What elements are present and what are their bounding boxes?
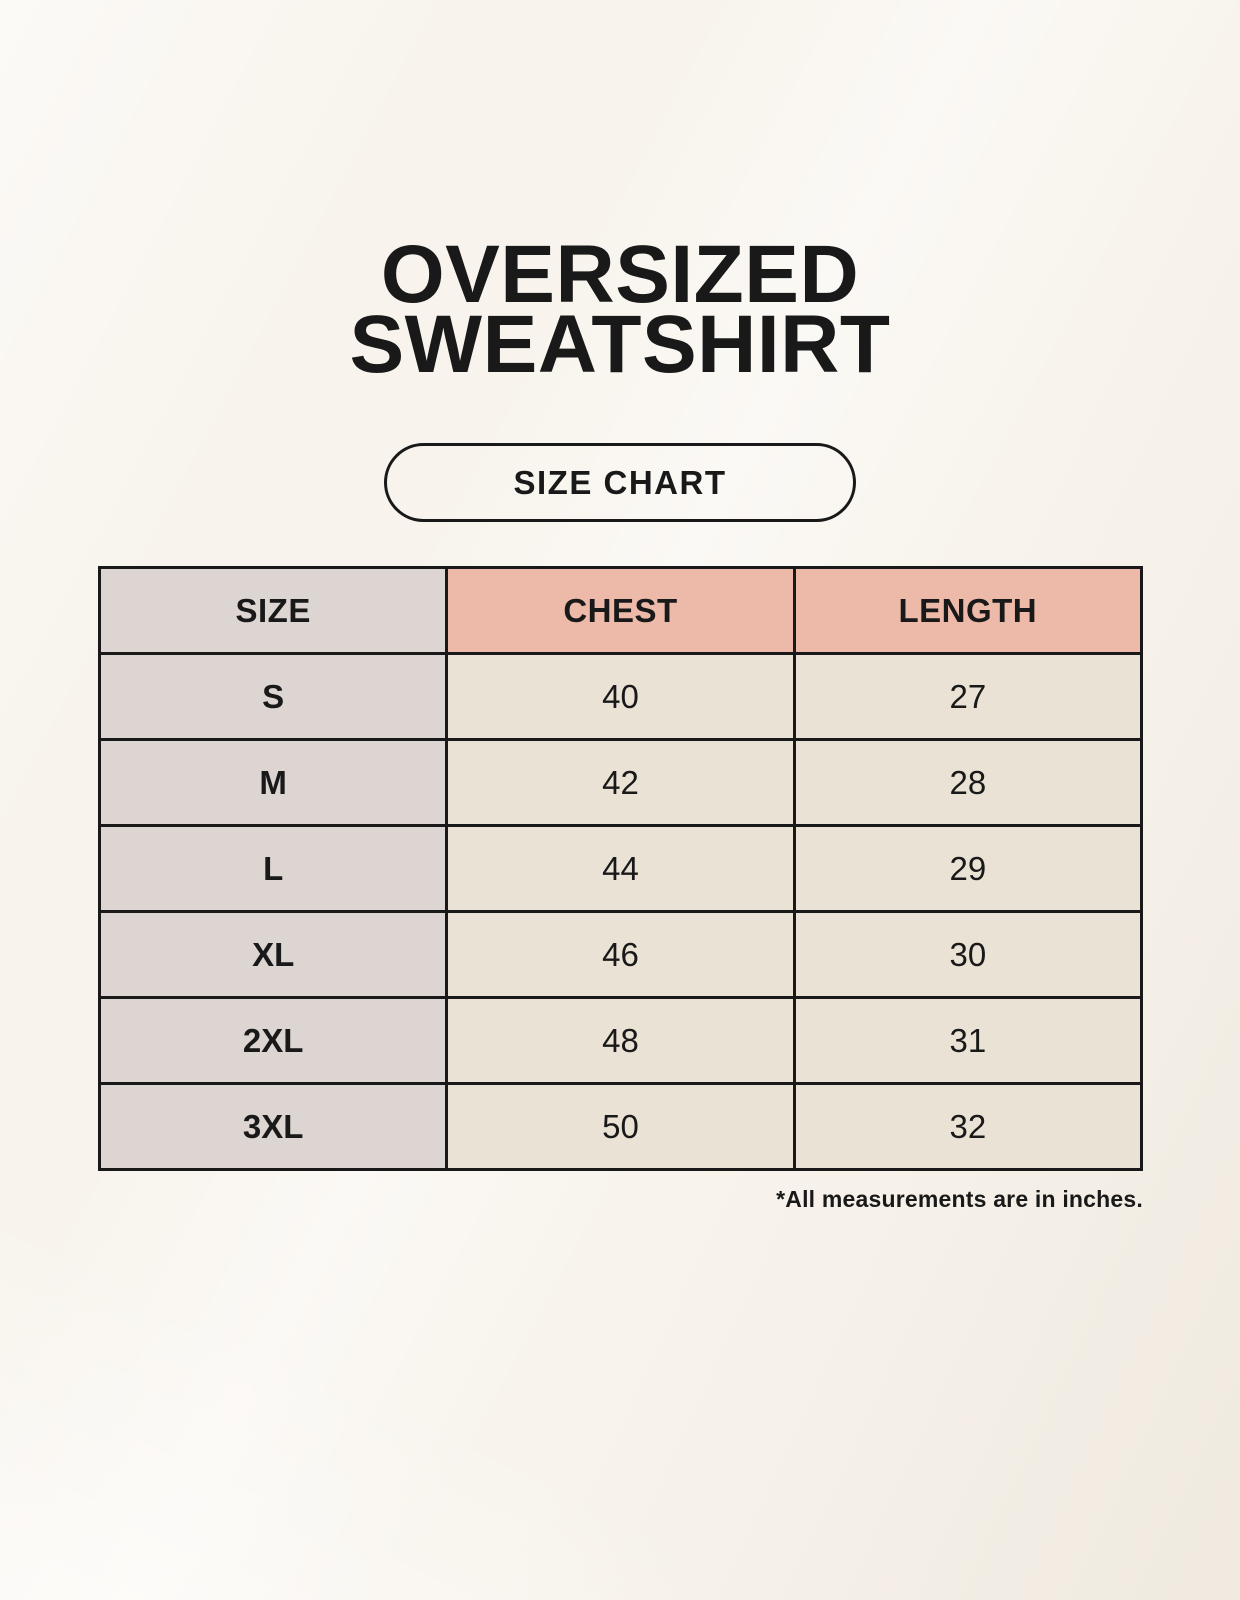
size-cell: S: [97, 652, 449, 741]
chest-cell: 46: [445, 910, 796, 999]
measurements-note: *All measurements are in inches.: [776, 1186, 1143, 1212]
table-row: M 42 28: [97, 738, 1144, 827]
chest-cell: 42: [445, 738, 796, 827]
size-chart-button-label: SIZE CHART: [513, 463, 727, 501]
chest-cell: 44: [445, 824, 796, 913]
length-cell: 29: [792, 824, 1144, 913]
size-cell: 2XL: [97, 996, 449, 1085]
chest-cell: 48: [445, 996, 796, 1085]
size-cell: M: [97, 738, 449, 827]
table-row: XL 46 30: [97, 910, 1144, 999]
col-header-size: SIZE: [97, 566, 449, 655]
col-header-length: LENGTH: [792, 566, 1144, 655]
length-cell: 27: [792, 652, 1144, 741]
size-cell: 3XL: [97, 1082, 449, 1171]
page-title: OVERSIZED SWEATSHIRT: [0, 229, 1240, 390]
chest-cell: 40: [445, 652, 796, 741]
size-cell: XL: [97, 910, 449, 999]
size-table-body: S 40 27 M 42 28 L 44 29 XL 46 30 2XL 48: [97, 652, 1144, 1171]
size-table-header: SIZE CHEST LENGTH: [97, 566, 1144, 655]
length-cell: 31: [792, 996, 1144, 1085]
size-table: SIZE CHEST LENGTH S 40 27 M 42 28 L 44 2…: [97, 566, 1144, 1171]
col-header-chest: CHEST: [445, 566, 796, 655]
chest-cell: 50: [445, 1082, 796, 1171]
table-row: 2XL 48 31: [97, 996, 1144, 1085]
length-cell: 32: [792, 1082, 1144, 1171]
table-row: L 44 29: [97, 824, 1144, 913]
header-row: SIZE CHEST LENGTH: [97, 566, 1144, 655]
size-cell: L: [97, 824, 449, 913]
table-row: S 40 27: [97, 652, 1144, 741]
length-cell: 30: [792, 910, 1144, 999]
table-row: 3XL 50 32: [97, 1082, 1144, 1171]
page-title-line1: OVERSIZED: [380, 229, 860, 320]
size-chart-button[interactable]: SIZE CHART: [384, 443, 856, 522]
page-title-line2: SWEATSHIRT: [349, 299, 891, 390]
length-cell: 28: [792, 738, 1144, 827]
